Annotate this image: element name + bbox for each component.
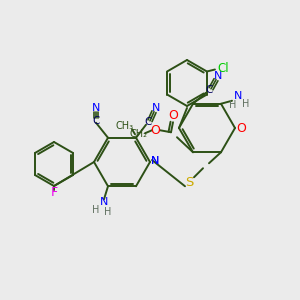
Text: C: C (205, 85, 213, 95)
Text: O: O (168, 109, 178, 122)
Text: C: C (144, 117, 152, 127)
Text: N: N (151, 156, 159, 166)
Text: N: N (100, 197, 108, 207)
Text: N: N (152, 103, 160, 113)
Text: F: F (50, 185, 58, 199)
Text: S: S (185, 176, 193, 189)
Text: H: H (104, 207, 112, 217)
Text: N: N (151, 156, 159, 166)
Text: N: N (92, 103, 100, 113)
Text: N: N (234, 91, 242, 101)
Text: H: H (229, 100, 237, 110)
Text: CH₂: CH₂ (130, 129, 148, 139)
Text: O: O (150, 124, 160, 137)
Text: H: H (242, 99, 250, 109)
Text: N: N (214, 71, 222, 81)
Text: O: O (236, 122, 246, 134)
Text: H: H (92, 205, 100, 215)
Text: Cl: Cl (217, 62, 229, 75)
Text: C: C (92, 116, 100, 126)
Text: CH₃: CH₃ (116, 121, 134, 131)
